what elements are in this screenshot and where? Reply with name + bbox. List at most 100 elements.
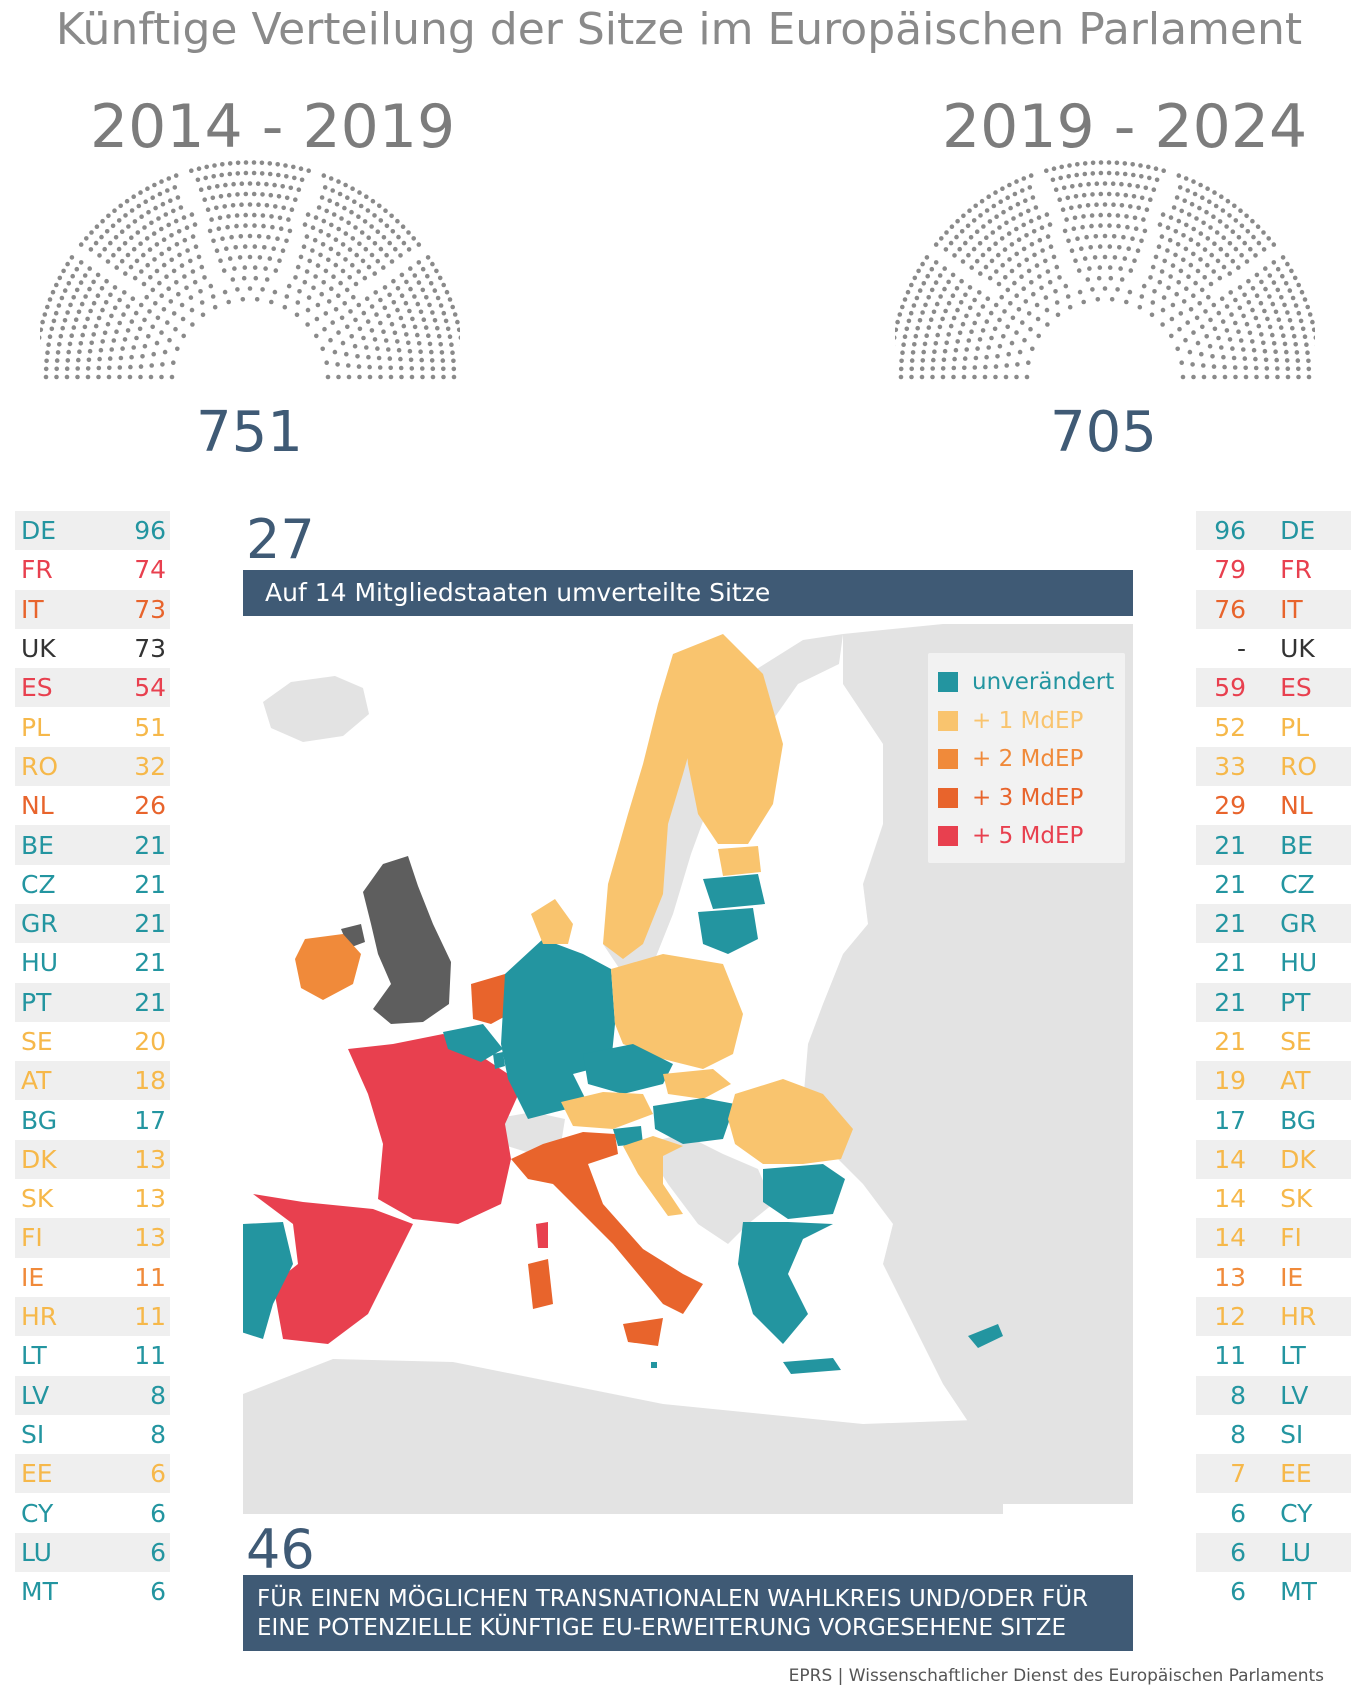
seat-dot xyxy=(1198,231,1204,236)
seat-dot xyxy=(159,251,164,257)
seat-dot xyxy=(997,317,1002,323)
seat-dot xyxy=(114,265,119,270)
seat-dot xyxy=(1261,230,1266,235)
seat-dot xyxy=(315,302,321,308)
seat-dot xyxy=(1259,332,1264,337)
seat-dot xyxy=(407,348,413,354)
seat-dot xyxy=(1263,286,1268,292)
seat-dot xyxy=(320,346,326,352)
seat-dot xyxy=(68,302,73,308)
seat-dot xyxy=(1043,295,1049,300)
seat-dot xyxy=(1253,365,1259,371)
seat-dot xyxy=(1271,280,1277,285)
seat-dot xyxy=(260,213,266,218)
seat-dot xyxy=(1139,294,1145,299)
seat-dot xyxy=(1195,242,1201,247)
seat-dot xyxy=(1009,340,1015,346)
seat-dot xyxy=(145,186,150,191)
seat-dot xyxy=(403,300,409,306)
seat-dot xyxy=(965,223,971,229)
seat-dot xyxy=(1044,307,1050,313)
seat-dot xyxy=(427,302,432,308)
seat-dot xyxy=(387,292,392,298)
seat-dot xyxy=(972,365,978,370)
seat-dot xyxy=(1244,259,1250,264)
seat-dot xyxy=(206,185,212,191)
seat-dot xyxy=(189,168,194,173)
country-code: RO xyxy=(21,751,59,781)
seat-dot xyxy=(161,262,167,268)
seat-dot xyxy=(66,349,71,355)
seat-dot xyxy=(902,297,908,302)
seat-dot xyxy=(942,348,948,354)
seat-dot xyxy=(195,177,201,183)
seat-dot xyxy=(429,358,435,363)
seat-dot xyxy=(138,241,143,246)
seat-dot xyxy=(1077,204,1082,209)
seat-dot xyxy=(159,293,164,298)
seat-dot xyxy=(993,190,998,195)
seat-dot xyxy=(286,217,291,222)
country-code: SE xyxy=(21,1027,53,1056)
seat-dot xyxy=(1037,274,1042,279)
seat-dot xyxy=(1047,222,1053,227)
seat-dot xyxy=(323,268,329,274)
seat-dot xyxy=(1073,258,1078,263)
seat-dot xyxy=(1282,302,1287,308)
seat-dot xyxy=(388,374,394,380)
seat-dot xyxy=(1020,320,1025,325)
seat-dot xyxy=(1098,170,1104,176)
seat-dot xyxy=(430,366,436,371)
seat-dot xyxy=(1253,356,1258,362)
seat-dot xyxy=(1026,208,1031,214)
table-row: 12 HR xyxy=(1196,1296,1351,1337)
seat-dot xyxy=(220,236,225,241)
seat-dot xyxy=(296,187,302,192)
seat-dot xyxy=(1171,205,1177,210)
seat-dot xyxy=(149,363,154,368)
seat-dot xyxy=(1116,223,1121,229)
seat-dot xyxy=(1119,181,1124,187)
seat-dot xyxy=(100,307,105,313)
uk-shape xyxy=(363,856,451,1024)
seat-dot xyxy=(1189,201,1195,207)
seats-2019: 79 xyxy=(1214,555,1247,585)
seat-dot xyxy=(438,303,444,308)
seat-dot xyxy=(264,203,270,208)
seat-dot xyxy=(954,234,959,240)
seat-dot xyxy=(1030,195,1036,200)
seat-dot xyxy=(1247,330,1253,336)
table-row: IE 11 xyxy=(15,1258,170,1297)
country-code: PT xyxy=(1280,987,1311,1017)
seat-dot xyxy=(982,374,988,380)
seat-dot xyxy=(381,235,387,240)
seat-dot xyxy=(1274,357,1279,363)
seat-dot xyxy=(62,318,68,323)
seat-dot xyxy=(247,254,253,260)
seat-dot xyxy=(412,324,418,330)
seat-dot xyxy=(1212,326,1218,332)
seats-2019: 12 xyxy=(1214,1302,1247,1332)
seat-dot xyxy=(336,374,341,380)
seat-dot xyxy=(434,268,439,274)
seat-dot xyxy=(1045,234,1051,239)
seat-dot xyxy=(1143,185,1149,191)
seat-dot xyxy=(247,202,253,207)
seat-dot xyxy=(356,364,362,369)
seat-dot xyxy=(914,295,920,301)
seat-dot xyxy=(1289,268,1294,274)
seat-dot xyxy=(151,351,156,357)
iceland-shape xyxy=(263,676,369,742)
seat-dot xyxy=(994,269,999,274)
seat-dot xyxy=(1139,238,1144,244)
seat-dot xyxy=(1141,283,1147,289)
page-title: Künftige Verteilung der Sitze im Europäi… xyxy=(55,4,1303,55)
seat-dot xyxy=(398,253,403,258)
seat-dot xyxy=(962,356,968,361)
seat-dot xyxy=(311,285,316,291)
seat-dot xyxy=(336,226,342,232)
seat-dot xyxy=(282,304,288,310)
seat-dot xyxy=(984,235,989,240)
seat-dot xyxy=(242,265,248,270)
seat-dot xyxy=(1111,234,1117,239)
